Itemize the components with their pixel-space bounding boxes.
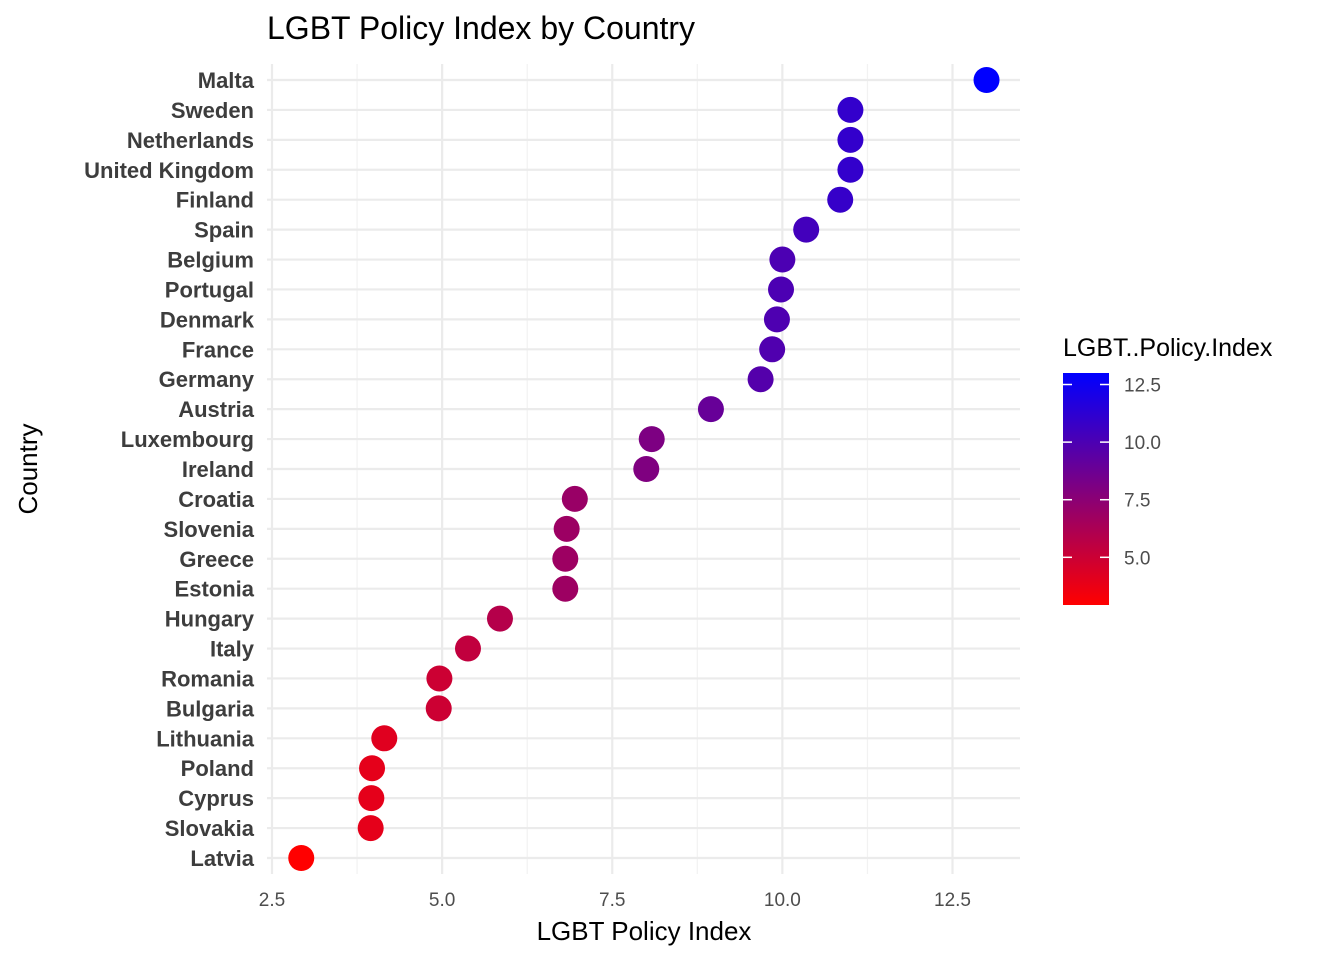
data-point — [763, 306, 790, 333]
legend-tick-label: 10.0 — [1124, 433, 1161, 454]
y-tick-label: Ireland — [182, 457, 254, 482]
y-tick-label: Bulgaria — [166, 696, 255, 721]
y-axis-title: Country — [13, 423, 43, 514]
y-tick-label: Sweden — [171, 98, 254, 123]
x-axis-title: LGBT Policy Index — [537, 916, 752, 946]
y-tick-label: Latvia — [190, 846, 254, 871]
x-tick-label: 2.5 — [259, 890, 285, 911]
data-point — [793, 216, 820, 243]
color-legend: LGBT..Policy.Index 12.5 10.0 7.5 5.0 — [1063, 334, 1273, 605]
legend-colorbar — [1063, 373, 1109, 605]
y-tick-label: Spain — [194, 218, 254, 243]
data-point — [768, 276, 795, 303]
data-point — [486, 605, 513, 632]
y-tick-label: Romania — [161, 666, 255, 691]
data-point — [827, 186, 854, 213]
y-axis-tick-labels: Malta Sweden Netherlands United Kingdom Finl… — [84, 68, 255, 871]
legend-tick-label: 12.5 — [1124, 376, 1161, 397]
y-tick-label: Portugal — [165, 277, 254, 302]
data-point — [973, 67, 1000, 93]
y-tick-label: Hungary — [165, 607, 255, 632]
y-tick-label: Slovakia — [165, 816, 255, 841]
data-point — [837, 156, 864, 183]
data-point — [633, 456, 660, 482]
x-tick-label: 5.0 — [429, 890, 455, 911]
y-tick-label: France — [182, 337, 254, 362]
data-point — [288, 845, 315, 871]
y-tick-label: Finland — [176, 188, 254, 213]
data-point — [552, 545, 579, 572]
x-tick-label: 12.5 — [934, 890, 971, 911]
legend-tick-label: 5.0 — [1124, 548, 1150, 569]
y-tick-label: Croatia — [178, 487, 255, 512]
data-point — [357, 815, 384, 842]
y-tick-label: Slovenia — [164, 517, 255, 542]
y-tick-label: Luxembourg — [121, 427, 254, 452]
y-tick-label: Poland — [181, 756, 254, 781]
data-point — [454, 635, 481, 662]
y-tick-label: Germany — [159, 367, 255, 392]
data-point — [759, 336, 786, 363]
data-point — [552, 575, 579, 602]
data-point — [553, 515, 580, 542]
y-tick-label: Cyprus — [178, 786, 254, 811]
chart-title: LGBT Policy Index by Country — [267, 10, 695, 46]
legend-tick-label: 7.5 — [1124, 491, 1150, 512]
data-points — [288, 67, 1000, 871]
data-point — [837, 96, 864, 123]
y-tick-label: Austria — [178, 397, 255, 422]
x-tick-label: 7.5 — [599, 890, 625, 911]
data-point — [358, 785, 385, 812]
y-tick-label: Estonia — [175, 577, 255, 602]
data-point — [747, 366, 774, 393]
y-tick-label: Belgium — [167, 248, 254, 273]
y-tick-label: Malta — [198, 68, 255, 93]
y-tick-label: Greece — [179, 547, 254, 572]
gridlines — [267, 64, 1020, 874]
data-point — [697, 396, 724, 423]
data-point — [426, 665, 453, 692]
data-point — [837, 126, 864, 153]
legend-title: LGBT..Policy.Index — [1063, 334, 1273, 362]
legend-ticks: 12.5 10.0 7.5 5.0 — [1063, 376, 1161, 569]
data-point — [359, 755, 386, 782]
y-tick-label: Lithuania — [156, 726, 255, 751]
data-point — [638, 426, 665, 453]
x-axis-tick-labels: 2.5 5.0 7.5 10.0 12.5 — [259, 890, 971, 911]
x-tick-label: 10.0 — [764, 890, 801, 911]
y-tick-label: United Kingdom — [84, 158, 254, 183]
data-point — [561, 485, 588, 512]
data-point — [425, 695, 452, 722]
data-point — [769, 246, 796, 273]
y-tick-label: Denmark — [160, 307, 255, 332]
data-point — [371, 725, 398, 752]
y-tick-label: Italy — [210, 637, 255, 662]
y-tick-label: Netherlands — [127, 128, 254, 153]
